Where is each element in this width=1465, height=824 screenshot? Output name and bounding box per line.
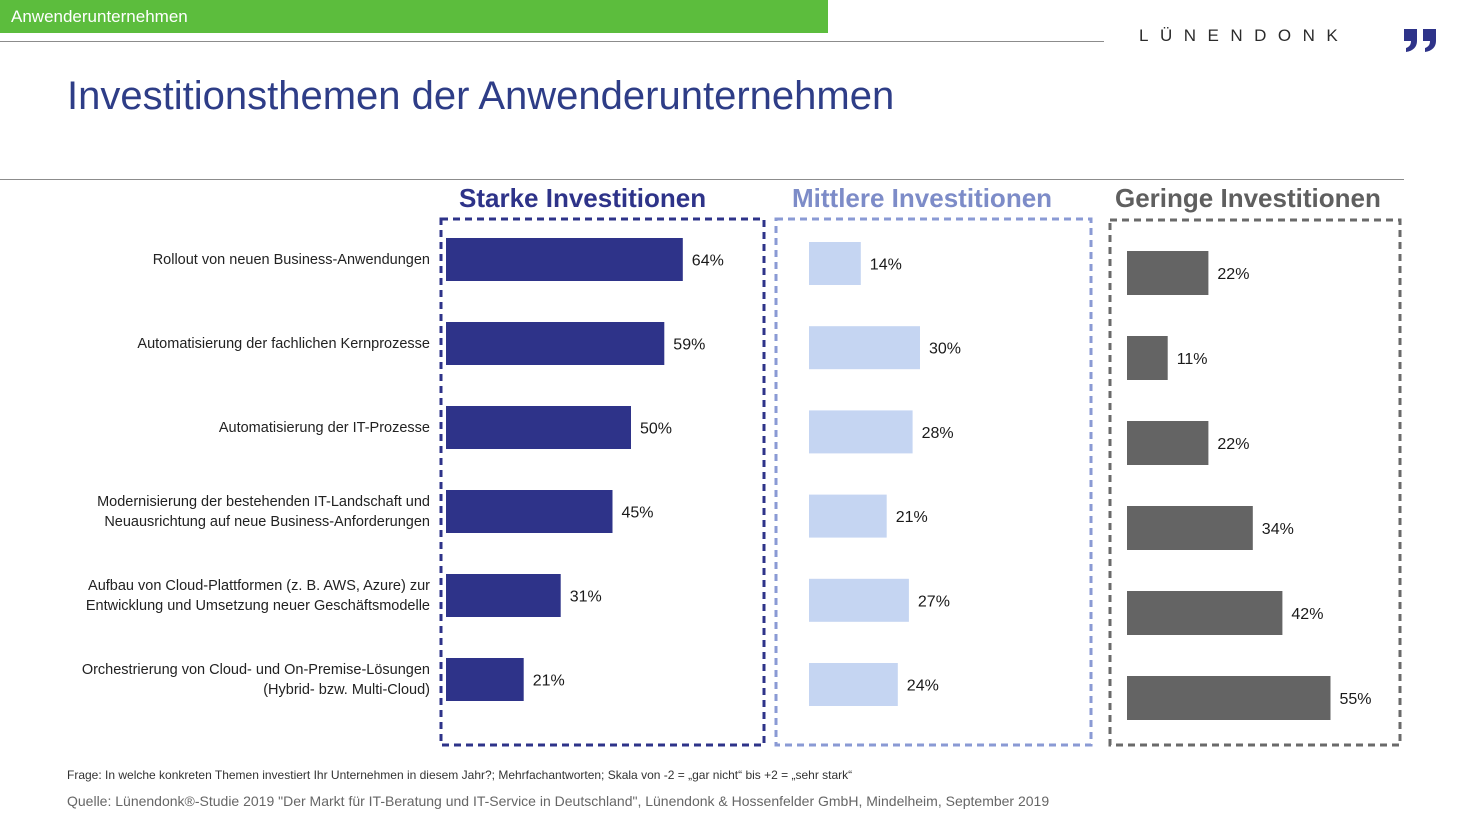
header-divider: [0, 41, 1104, 42]
value-label-s2-r4: 21%: [896, 509, 928, 526]
value-label-s1-r1: 64%: [692, 253, 724, 270]
bar-s3-r6: [1127, 676, 1331, 720]
bar-s2-r5: [809, 578, 909, 622]
value-label-s3-r5: 42%: [1291, 606, 1323, 623]
value-label-s2-r6: 24%: [907, 678, 939, 695]
bar-s2-r3: [809, 410, 913, 454]
bar-s3-r5: [1127, 591, 1283, 635]
column-title-mittlere: Mittlere Investitionen: [792, 183, 1053, 213]
bar-s2-r2: [809, 326, 920, 370]
panel-frame-1: [439, 217, 766, 747]
column-title-starke: Starke Investitionen: [459, 183, 707, 213]
value-label-s3-r6: 55%: [1340, 691, 1372, 708]
bar-s2-r6: [809, 663, 898, 706]
section-label: Anwenderunternehmen: [11, 7, 188, 26]
bar-s1-r5: [446, 574, 561, 617]
value-label-s2-r5: 27%: [918, 593, 950, 610]
category-label-3: Automatisierung der IT-Prozesse: [219, 420, 430, 436]
bar-s1-r6: [446, 658, 524, 701]
quote-mark-logo-icon: [1404, 29, 1436, 52]
value-label-s1-r2: 59%: [673, 337, 705, 354]
category-label-6: Orchestrierung von Cloud- und On-Premise…: [82, 662, 430, 698]
value-label-s3-r3: 22%: [1217, 436, 1249, 453]
value-label-s1-r5: 31%: [570, 589, 602, 606]
value-label-s1-r4: 45%: [622, 505, 654, 522]
bar-s3-r4: [1127, 506, 1253, 550]
bar-s3-r1: [1127, 251, 1209, 295]
bar-s3-r3: [1127, 421, 1209, 465]
category-label-5: Aufbau von Cloud-Plattformen (z. B. AWS,…: [86, 578, 430, 614]
brand-logo-text: LÜNENDONK: [1139, 26, 1350, 45]
value-label-s2-r1: 14%: [870, 257, 902, 274]
value-label-s3-r4: 34%: [1262, 521, 1294, 538]
bar-s1-r4: [446, 490, 613, 533]
bar-s1-r2: [446, 322, 665, 365]
bar-s1-r1: [446, 238, 683, 281]
panel-frame-2: [774, 217, 1093, 747]
bar-s3-r2: [1127, 336, 1168, 380]
bar-s1-r3: [446, 406, 631, 449]
column-title-geringe: Geringe Investitionen: [1115, 183, 1381, 213]
title-divider: [0, 179, 1404, 180]
value-label-s1-r3: 50%: [640, 421, 672, 438]
value-label-s2-r2: 30%: [929, 341, 961, 358]
bar-s2-r4: [809, 494, 887, 538]
value-label-s2-r3: 28%: [922, 425, 954, 442]
category-label-2: Automatisierung der fachlichen Kernproze…: [137, 336, 430, 352]
category-label-1: Rollout von neuen Business-Anwendungen: [153, 252, 430, 268]
bar-s2-r1: [809, 242, 861, 285]
value-label-s1-r6: 21%: [533, 673, 565, 690]
question-footnote: Frage: In welche konkreten Themen invest…: [67, 768, 853, 782]
value-label-s3-r1: 22%: [1217, 266, 1249, 283]
source-note: Quelle: Lünendonk®-Studie 2019 "Der Mark…: [67, 793, 1050, 809]
panel-frame-3: [1108, 218, 1402, 747]
section-header-bar: Anwenderunternehmen: [0, 0, 828, 33]
value-label-s3-r2: 11%: [1177, 351, 1208, 368]
page-title: Investitionsthemen der Anwenderunternehm…: [67, 74, 895, 118]
category-label-4: Modernisierung der bestehenden IT-Landsc…: [97, 494, 430, 530]
